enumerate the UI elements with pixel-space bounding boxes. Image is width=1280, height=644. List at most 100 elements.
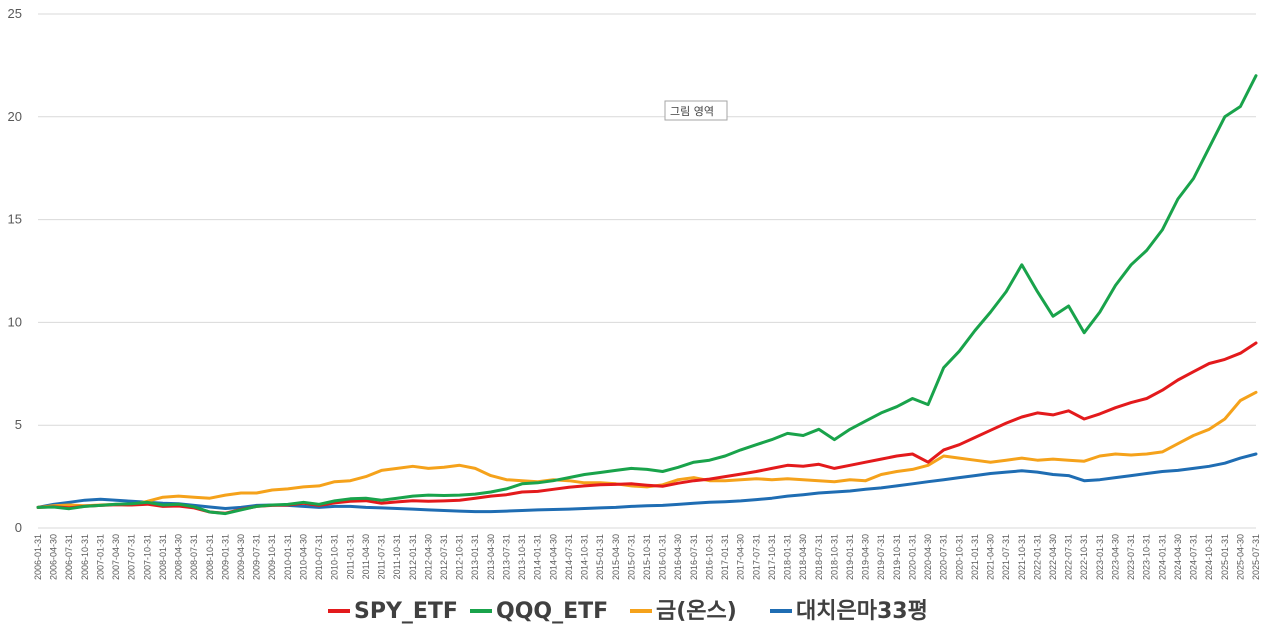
x-tick-label: 2023-10-31 — [1142, 534, 1152, 580]
x-tick-label: 2006-04-30 — [49, 534, 59, 580]
x-tick-label: 2019-04-30 — [861, 534, 871, 580]
x-tick-label: 2014-01-31 — [533, 534, 543, 580]
x-tick-label: 2011-01-31 — [345, 534, 355, 579]
x-tick-label: 2007-04-30 — [111, 534, 121, 580]
x-tick-label: 2014-04-30 — [548, 534, 558, 580]
legend-label: 금(온스) — [656, 599, 737, 624]
legend-label: QQQ_ETF — [496, 599, 608, 624]
x-tick-label: 2020-10-31 — [954, 534, 964, 580]
legend: SPY_ETF QQQ_ETF 금(온스) 대치은마33평 — [328, 599, 928, 624]
x-tick-label: 2017-10-31 — [767, 534, 777, 580]
x-tick-label: 2007-10-31 — [142, 534, 152, 580]
x-tick-label: 2006-07-31 — [64, 534, 74, 580]
x-tick-label: 2014-07-31 — [564, 534, 574, 580]
x-tick-label: 2017-04-30 — [736, 534, 746, 580]
x-tick-label: 2013-07-31 — [501, 534, 511, 580]
x-axis: 2006-01-31 2006-04-30 2006-07-31 2006-10-31… — [33, 534, 1261, 580]
x-tick-label: 2021-10-31 — [1017, 534, 1027, 580]
x-tick-label: 2018-01-31 — [783, 534, 793, 580]
tooltip-text: 그림 영역 — [670, 105, 714, 118]
x-tick-label: 2012-01-31 — [408, 534, 418, 580]
x-tick-label: 2019-01-31 — [845, 534, 855, 580]
x-tick-label: 2010-10-31 — [330, 534, 340, 580]
x-tick-label: 2017-01-31 — [720, 534, 730, 580]
series-line — [36, 390, 1258, 509]
y-tick-label: 25 — [8, 6, 22, 21]
x-tick-label: 2022-07-31 — [1064, 534, 1074, 580]
x-tick-label: 2022-04-30 — [1048, 534, 1058, 580]
x-tick-label: 2009-04-30 — [236, 534, 246, 580]
y-axis: 0 5 10 15 20 25 — [8, 6, 22, 535]
x-tick-label: 2021-04-30 — [986, 534, 996, 580]
gridlines — [38, 13, 1256, 529]
x-tick-label: 2023-04-30 — [1110, 534, 1120, 580]
series-line — [36, 452, 1258, 514]
x-tick-label: 2021-07-31 — [1001, 534, 1011, 580]
x-tick-label: 2016-04-30 — [673, 534, 683, 580]
series-line — [36, 74, 1258, 516]
legend-label: 대치은마33평 — [796, 599, 928, 624]
y-tick-label: 0 — [15, 520, 22, 535]
x-tick-label: 2023-07-31 — [1126, 534, 1136, 580]
x-tick-label: 2022-10-31 — [1079, 534, 1089, 580]
x-tick-label: 2015-01-31 — [595, 534, 605, 580]
x-tick-label: 2024-04-30 — [1173, 534, 1183, 580]
x-tick-label: 2013-04-30 — [486, 534, 496, 580]
y-tick-label: 15 — [8, 212, 22, 227]
x-tick-label: 2008-07-31 — [189, 534, 199, 580]
x-tick-label: 2007-01-31 — [95, 534, 105, 580]
x-tick-label: 2024-07-31 — [1189, 534, 1199, 580]
x-tick-label: 2015-07-31 — [626, 534, 636, 580]
x-tick-label: 2019-10-31 — [892, 534, 902, 580]
x-tick-label: 2025-07-31 — [1251, 534, 1261, 580]
x-tick-label: 2017-07-31 — [751, 534, 761, 580]
plot-area-tooltip: 그림 영역 — [664, 100, 728, 121]
x-tick-label: 2020-01-31 — [907, 534, 917, 580]
legend-label: SPY_ETF — [354, 599, 458, 624]
x-tick-label: 2012-04-30 — [423, 534, 433, 580]
x-tick-label: 2025-04-30 — [1235, 534, 1245, 580]
x-tick-label: 2014-10-31 — [580, 534, 590, 580]
x-tick-label: 2012-07-31 — [439, 534, 449, 580]
x-tick-label: 2016-01-31 — [658, 534, 668, 580]
x-tick-label: 2019-07-31 — [876, 534, 886, 580]
y-tick-label: 10 — [8, 314, 22, 329]
x-tick-label: 2018-07-31 — [814, 534, 824, 580]
x-tick-label: 2020-04-30 — [923, 534, 933, 580]
x-tick-label: 2011-04-30 — [361, 534, 371, 579]
x-tick-label: 2016-10-31 — [704, 534, 714, 580]
x-tick-label: 2010-04-30 — [298, 534, 308, 580]
x-tick-label: 2012-10-31 — [455, 534, 465, 580]
x-tick-label: 2008-01-31 — [158, 534, 168, 580]
x-tick-label: 2015-04-30 — [611, 534, 621, 580]
x-tick-label: 2011-10-31 — [392, 534, 402, 579]
x-tick-label: 2008-10-31 — [205, 534, 215, 580]
x-tick-label: 2018-10-31 — [829, 534, 839, 580]
x-tick-label: 2011-07-31 — [377, 534, 387, 579]
x-tick-label: 2006-01-31 — [33, 534, 43, 580]
x-tick-label: 2023-01-31 — [1095, 534, 1105, 580]
x-tick-label: 2024-01-31 — [1157, 534, 1167, 580]
x-tick-label: 2024-10-31 — [1204, 534, 1214, 580]
x-tick-label: 2010-07-31 — [314, 534, 324, 580]
x-tick-label: 2016-07-31 — [689, 534, 699, 580]
x-tick-label: 2022-01-31 — [1032, 534, 1042, 580]
x-tick-label: 2009-01-31 — [220, 534, 230, 580]
x-tick-label: 2009-07-31 — [252, 534, 262, 580]
y-tick-label: 20 — [8, 109, 22, 124]
tooltip-box — [664, 100, 728, 121]
x-tick-label: 2010-01-31 — [283, 534, 293, 580]
series-lines — [36, 74, 1258, 516]
y-tick-label: 5 — [15, 417, 22, 432]
x-tick-label: 2020-07-31 — [939, 534, 949, 580]
x-tick-label: 2013-10-31 — [517, 534, 527, 580]
x-tick-label: 2009-10-31 — [267, 534, 277, 580]
x-tick-label: 2015-10-31 — [642, 534, 652, 580]
x-tick-label: 2013-01-31 — [470, 534, 480, 580]
x-tick-label: 2008-04-30 — [174, 534, 184, 580]
x-tick-label: 2007-07-31 — [127, 534, 137, 580]
x-tick-label: 2021-01-31 — [970, 534, 980, 580]
x-tick-label: 2006-10-31 — [80, 534, 90, 580]
x-tick-label: 2025-01-31 — [1220, 534, 1230, 580]
